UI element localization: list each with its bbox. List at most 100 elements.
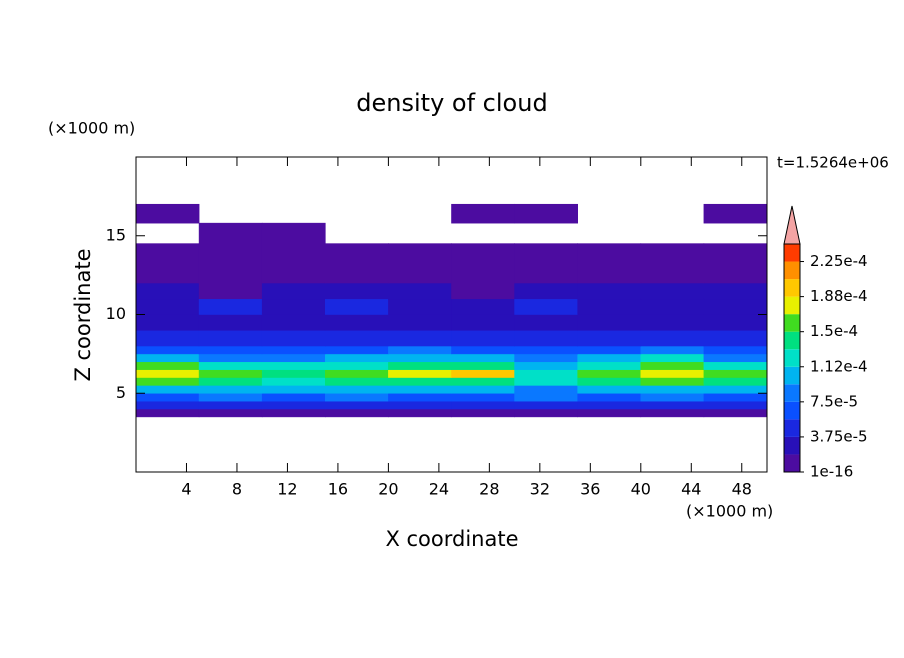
contour-cell [451,385,515,394]
contour-cell [261,408,326,418]
contour-cell [514,400,578,410]
contour-cell [261,400,326,410]
contour-cell [324,298,389,315]
contour-cell [640,282,705,300]
contour-cell [135,314,200,331]
x-unit: (×1000 m) [686,502,773,521]
contour-cell [451,392,515,402]
contour-cell [703,243,768,284]
x-tick-label: 36 [580,480,600,499]
contour-cell [577,298,642,315]
y-tick-label: 5 [116,383,126,402]
contour-cell [198,361,263,370]
contour-cell [261,353,326,363]
contour-cell [324,243,389,284]
contour-cell [388,243,452,284]
contour-cell [577,282,642,300]
contour-cell [451,408,515,418]
contour-cell [451,400,515,410]
contour-cell [198,400,263,410]
contour-cell [577,408,642,418]
contour-cell [261,282,326,300]
contour-cell [324,400,389,410]
contour-cell [261,243,326,284]
field [135,203,768,418]
contour-cell [703,408,768,418]
contour-cell [261,361,326,370]
contour-cell [198,222,263,244]
contour-cell [577,345,642,355]
contour-cell [703,298,768,315]
contour-cell [514,408,578,418]
contour-cell [324,353,389,363]
contour-cell [640,408,705,418]
colorbar-band [784,401,800,420]
contour-cell [703,314,768,331]
contour-cell [703,203,768,224]
colorbar-tick-label: 1.12e-4 [810,357,868,375]
contour-cell [324,329,389,347]
contour-cell [388,298,452,315]
contour-cell [577,392,642,402]
colorbar: 1e-16 3.75e-5 7.5e-5 1.12e-4 1.5e-4 1.88e-4 2.… [783,205,868,481]
contour-cell [514,385,578,394]
colorbar-extend [783,205,801,245]
contour-cell [198,243,263,284]
contour-cell [640,314,705,331]
contour-cell [198,298,263,315]
contour-cell [577,361,642,370]
x-tick-label: 4 [181,480,191,499]
contour-cell [577,377,642,386]
contour-cell [198,353,263,363]
contour-cell [640,361,705,370]
contour-cell [324,361,389,370]
contour-cell [640,345,705,355]
contour-cell [135,203,200,224]
contour-cell [703,377,768,386]
contour-cell [388,345,452,355]
contour-cell [388,369,452,378]
contour-cell [135,243,200,284]
contour-cell [324,314,389,331]
contour-cell [261,345,326,355]
contour-cell [198,282,263,300]
contour-cell [514,392,578,402]
x-tick-label: 24 [429,480,449,499]
contour-cell [703,353,768,363]
contour-cell [324,369,389,378]
x-tick-label: 20 [378,480,398,499]
contour-cell [261,392,326,402]
contour-cell [640,353,705,363]
colorbar-tick-label: 1e-16 [810,463,853,481]
contour-cell [388,329,452,347]
contour-cell [135,329,200,347]
contour-cell [514,314,578,331]
contour-cell [261,369,326,378]
contour-cell [451,243,515,284]
contour-cell [135,361,200,370]
colorbar-tick-label: 1.88e-4 [810,287,868,305]
contour-cell [703,392,768,402]
y-tick-label: 15 [106,225,126,244]
contour-cell [198,392,263,402]
contour-cell [514,361,578,370]
contour-cell [577,329,642,347]
contour-cell [640,298,705,315]
colorbar-band [784,454,800,472]
contour-cell [135,400,200,410]
x-tick-label: 32 [530,480,550,499]
contour-cell [198,369,263,378]
contour-cell [703,329,768,347]
colorbar-tick-label: 3.75e-5 [810,427,868,445]
contour-cell [640,377,705,386]
contour-cell [135,282,200,300]
contour-cell [388,361,452,370]
colorbar-band [784,279,800,297]
contour-cell [261,329,326,347]
contour-cell [324,385,389,394]
contour-cell [514,243,578,284]
x-tick-label: 48 [732,480,752,499]
colorbar-tick-label: 2.25e-4 [810,252,868,270]
